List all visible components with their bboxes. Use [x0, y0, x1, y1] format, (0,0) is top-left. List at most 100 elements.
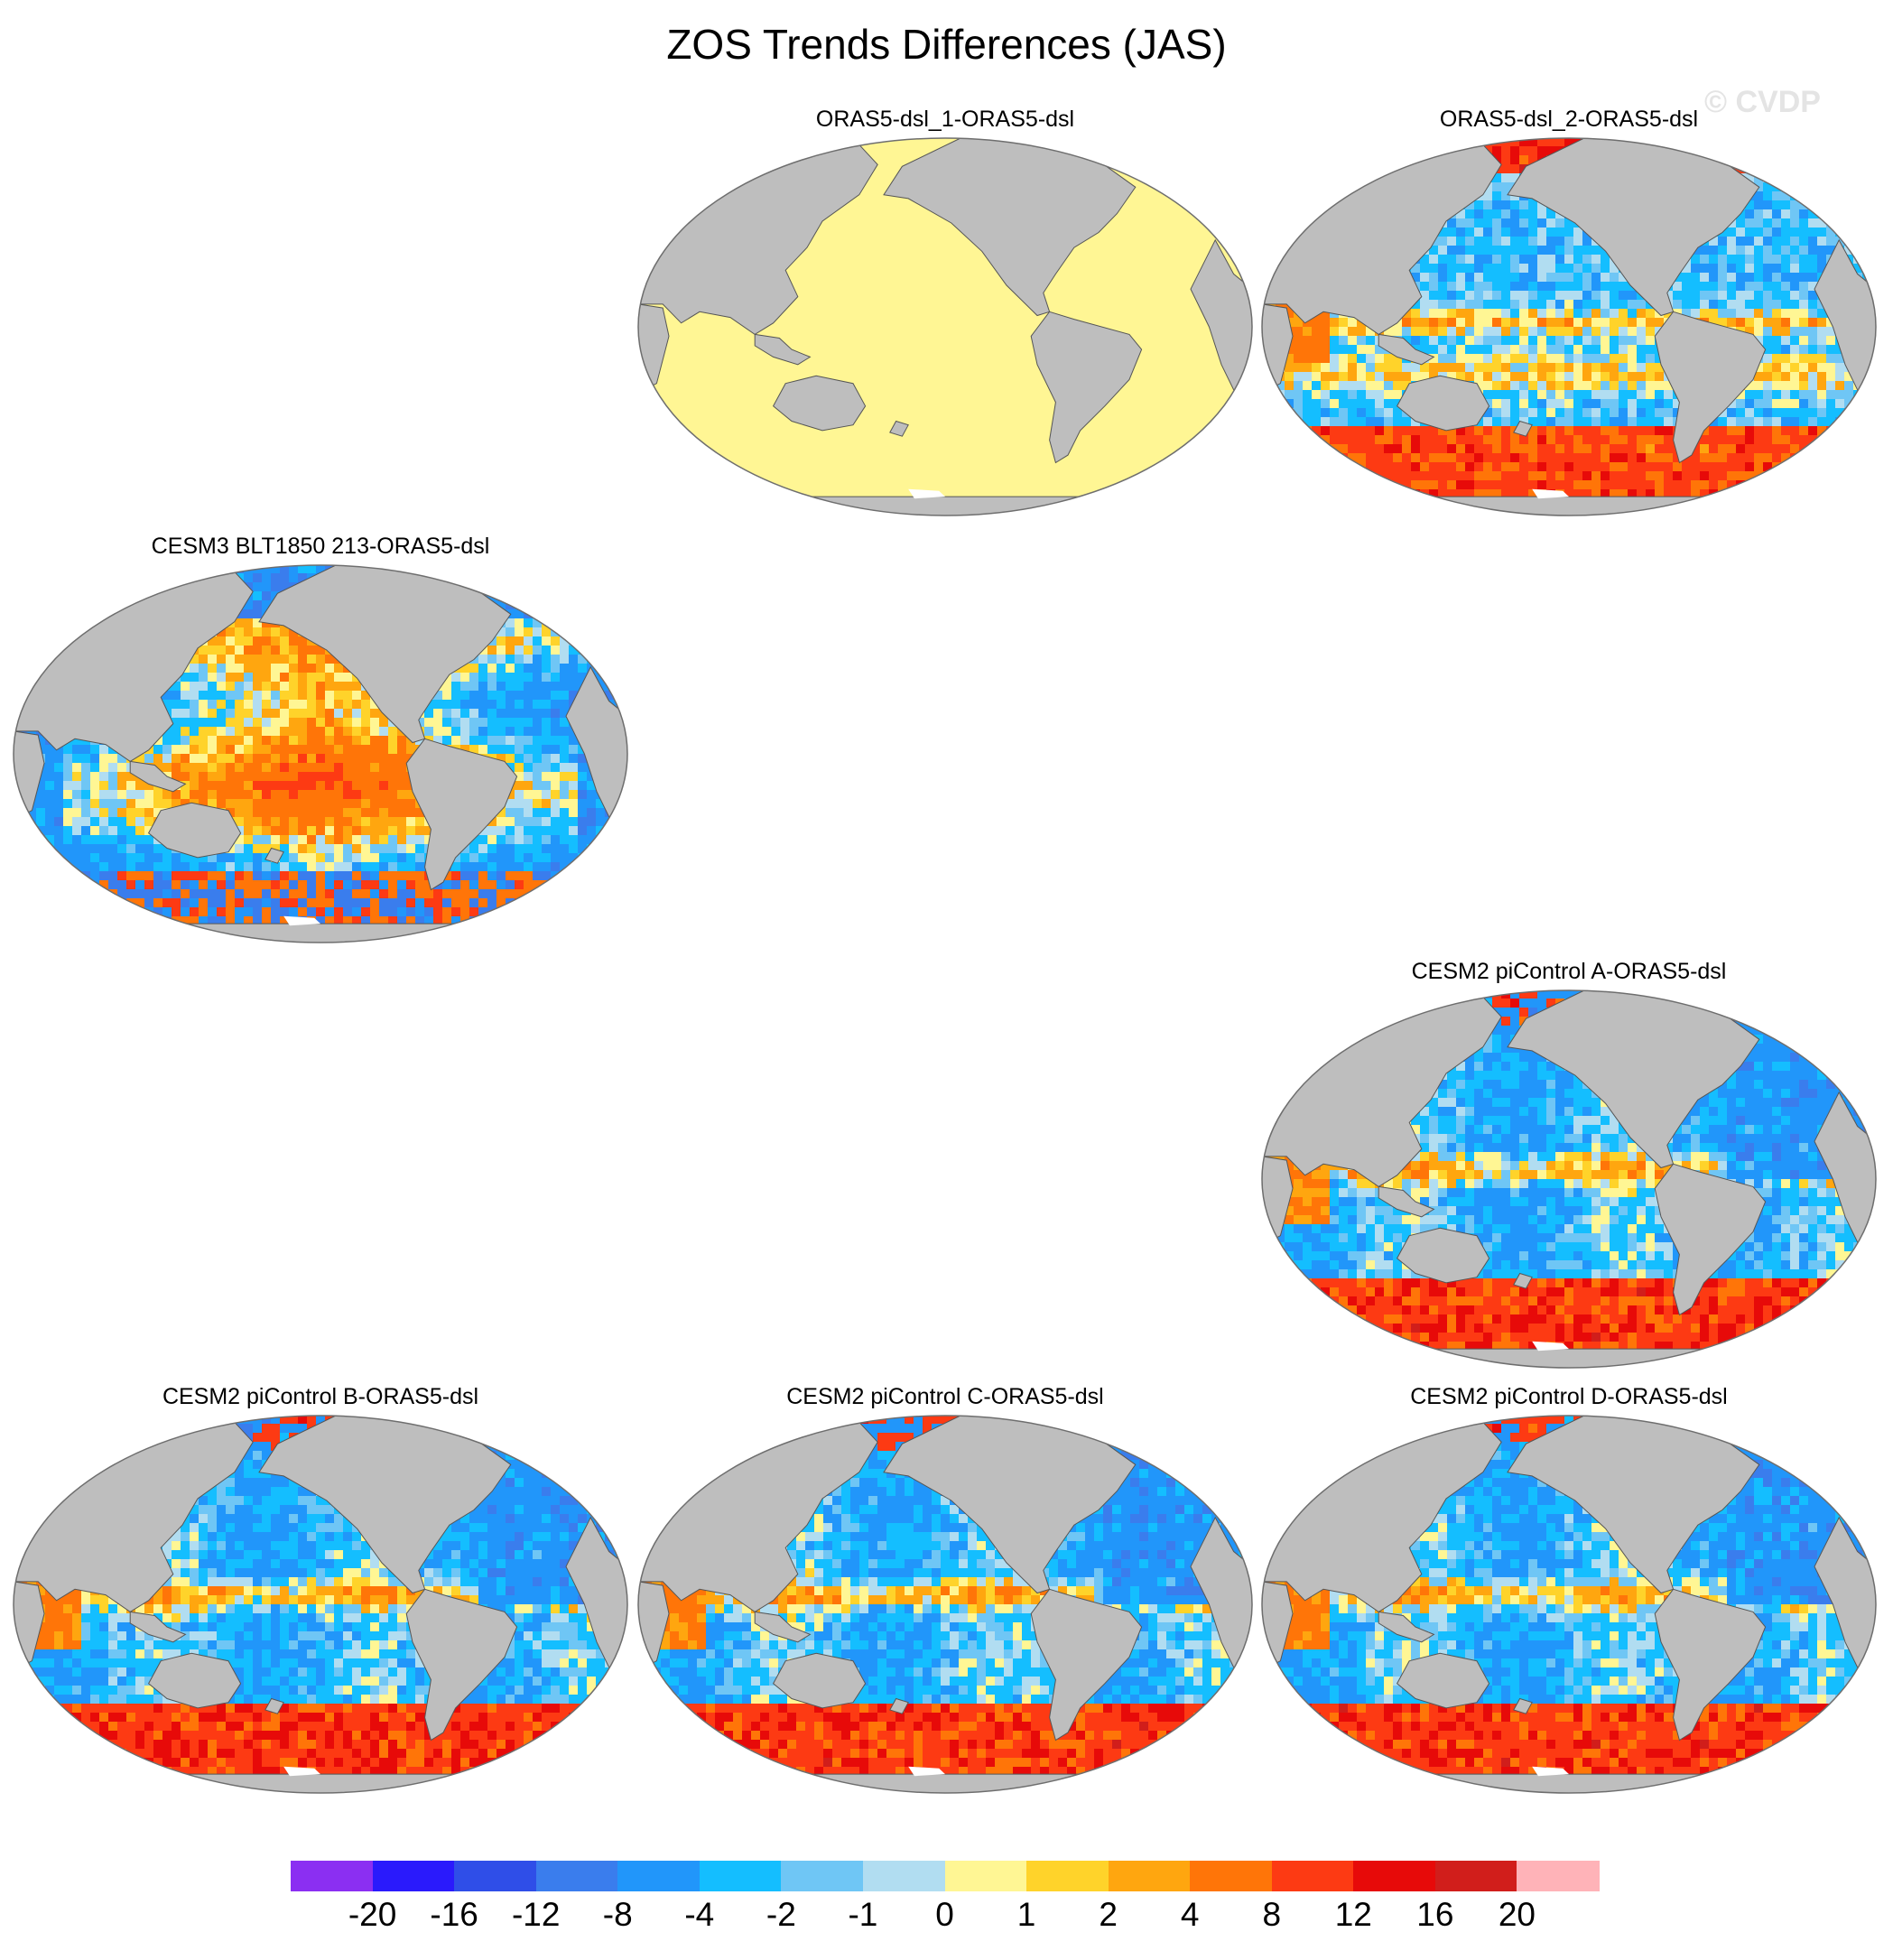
world-map [1261, 1415, 1877, 1794]
colorbar-label: -12 [511, 1896, 561, 1933]
map-panel-cesm2-picontrol-c: CESM2 piControl C-ORAS5-dsl [634, 1384, 1257, 1817]
land-antarctica [14, 1773, 627, 1793]
land-southAm [1654, 1163, 1767, 1316]
land-antarctica [638, 496, 1252, 516]
land-northAm [1507, 138, 1760, 317]
land-seAsia [129, 1611, 187, 1643]
ice-shelf [1532, 1766, 1569, 1777]
land-southAm [1654, 1588, 1767, 1742]
world-map [13, 1415, 628, 1794]
land-southAm [1030, 1588, 1143, 1742]
panel-title: CESM2 piControl C-ORAS5-dsl [786, 1384, 1104, 1409]
colorbar-box [1434, 1861, 1517, 1891]
land-antarctica [14, 923, 627, 943]
map-panel-cesm2-picontrol-b: CESM2 piControl B-ORAS5-dsl [9, 1384, 632, 1817]
panel-title: ORAS5-dsl_1-ORAS5-dsl [815, 107, 1075, 132]
ice-shelf [908, 488, 945, 499]
colorbar-box [944, 1861, 1027, 1891]
land-nz [264, 1697, 284, 1714]
colorbar-label: 12 [1334, 1896, 1372, 1933]
land-seAsia [754, 1611, 812, 1643]
colorbar [291, 1861, 1600, 1891]
colorbar-box [1517, 1861, 1600, 1891]
land-seAsia [1378, 1611, 1435, 1643]
panel-title: ORAS5-dsl_2-ORAS5-dsl [1439, 107, 1699, 132]
land-australia [1396, 375, 1490, 432]
land-seAsia [1378, 333, 1435, 366]
land-seAsia [129, 760, 187, 793]
land-antarctica [1262, 1773, 1876, 1793]
panel-title: CESM2 piControl A-ORAS5-dsl [1411, 959, 1727, 984]
colorbar-label: 0 [935, 1896, 954, 1933]
colorbar-labels: -20 -16 -12 -8 -4 -2 -1 0 1 2 4 8 12 16 20 [0, 1896, 1893, 1941]
ice-shelf [1532, 488, 1569, 499]
land-northAm [258, 1416, 512, 1594]
figure-title: ZOS Trends Differences (JAS) [666, 21, 1227, 68]
land-greenland [504, 568, 549, 604]
colorbar-label: -20 [348, 1896, 397, 1933]
map-border [13, 564, 628, 943]
land-australia [1396, 1652, 1490, 1709]
land-nz [1513, 1272, 1533, 1289]
colorbar-box [454, 1861, 537, 1891]
colorbar-box [617, 1861, 701, 1891]
map-panel-oras5-dsl-2: ORAS5-dsl_2-ORAS5-dsl [1257, 107, 1880, 540]
colorbar-label: 16 [1416, 1896, 1454, 1933]
land-southAm [405, 738, 518, 891]
land-northAm [258, 565, 512, 744]
land-southAm [1654, 311, 1767, 464]
land-greenland [504, 1418, 549, 1454]
land-australia [1396, 1227, 1490, 1284]
ice-shelf [283, 1766, 320, 1777]
ice-shelf [908, 1766, 945, 1777]
colorbar-box [1190, 1861, 1273, 1891]
land-seAsia [754, 333, 812, 366]
map-border [1261, 1415, 1877, 1794]
colorbar-box [862, 1861, 945, 1891]
land-greenland [1752, 1418, 1797, 1454]
colorbar-box [535, 1861, 618, 1891]
land-northAm [1507, 1416, 1760, 1594]
colorbar-label: 2 [1099, 1896, 1118, 1933]
land-northAm [883, 138, 1137, 317]
land-australia [147, 802, 242, 859]
ice-shelf [1532, 1341, 1569, 1352]
land-australia [772, 375, 867, 432]
world-map [13, 564, 628, 943]
land-antarctica [1262, 496, 1876, 516]
map-border [637, 1415, 1253, 1794]
map-border [1261, 137, 1877, 516]
map-panel-cesm2-picontrol-d: CESM2 piControl D-ORAS5-dsl [1257, 1384, 1880, 1817]
world-map [637, 137, 1253, 516]
land-antarctica [638, 1773, 1252, 1793]
land-antarctica [1262, 1348, 1876, 1368]
panel-title: CESM2 piControl B-ORAS5-dsl [162, 1384, 479, 1409]
colorbar-label: -16 [430, 1896, 478, 1933]
land-australia [147, 1652, 242, 1709]
colorbar-label: -2 [766, 1896, 796, 1933]
colorbar-label: 8 [1262, 1896, 1282, 1933]
land-greenland [1128, 1418, 1174, 1454]
colorbar-label: 20 [1498, 1896, 1536, 1933]
colorbar-box [781, 1861, 864, 1891]
colorbar-box [1353, 1861, 1436, 1891]
colorbar-box [291, 1861, 374, 1891]
map-panel-oras5-dsl-1: ORAS5-dsl_1-ORAS5-dsl [634, 107, 1257, 540]
ice-shelf [283, 915, 320, 926]
panel-title: CESM3 BLT1850 213-ORAS5-dsl [151, 534, 490, 559]
world-map [1261, 137, 1877, 516]
map-panel-cesm2-picontrol-a: CESM2 piControl A-ORAS5-dsl [1257, 959, 1880, 1392]
land-southAm [1030, 311, 1143, 464]
colorbar-box [1108, 1861, 1191, 1891]
land-southAm [405, 1588, 518, 1742]
world-map [1261, 989, 1877, 1369]
colorbar-box [699, 1861, 782, 1891]
land-seAsia [1378, 1185, 1435, 1218]
land-australia [772, 1652, 867, 1709]
map-border [637, 137, 1253, 516]
colorbar-label: 4 [1180, 1896, 1200, 1933]
land-nz [1513, 1697, 1533, 1714]
land-nz [889, 1697, 909, 1714]
colorbar-box [1271, 1861, 1354, 1891]
colorbar-label: -1 [848, 1896, 878, 1933]
